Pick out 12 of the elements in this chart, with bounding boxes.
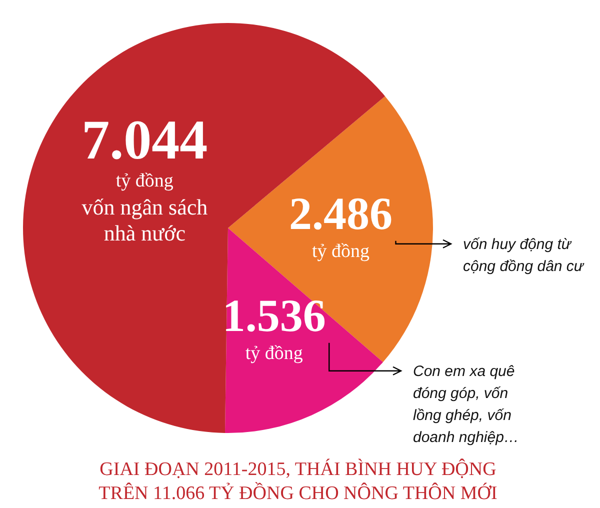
text: tỷ đồng [312, 240, 370, 262]
text: GIAI ĐOẠN 2011-2015, THÁI BÌNH HUY ĐỘNG TRÊN 11.066 TỶ ĐỒNG CHO NÔNG THÔN MỚI [98, 458, 498, 506]
pie-slice [228, 96, 433, 362]
text: tỷ đồng [245, 342, 304, 364]
data-label: 2.486 [288, 188, 392, 239]
text: tỷ đồng [116, 170, 174, 192]
data-label: 7.044 [82, 109, 208, 172]
slice-label: vốn ngân sách nhà nước [82, 194, 208, 246]
slice-label: Con em xa quê đóng góp, vốn lồng ghép, vốn doanh nghiệp… [413, 362, 519, 446]
pie-slice [224, 228, 384, 433]
data-label: 1.536 [222, 290, 326, 341]
slice-label: vốn huy động từ cộng đồng dân cư [463, 236, 585, 275]
